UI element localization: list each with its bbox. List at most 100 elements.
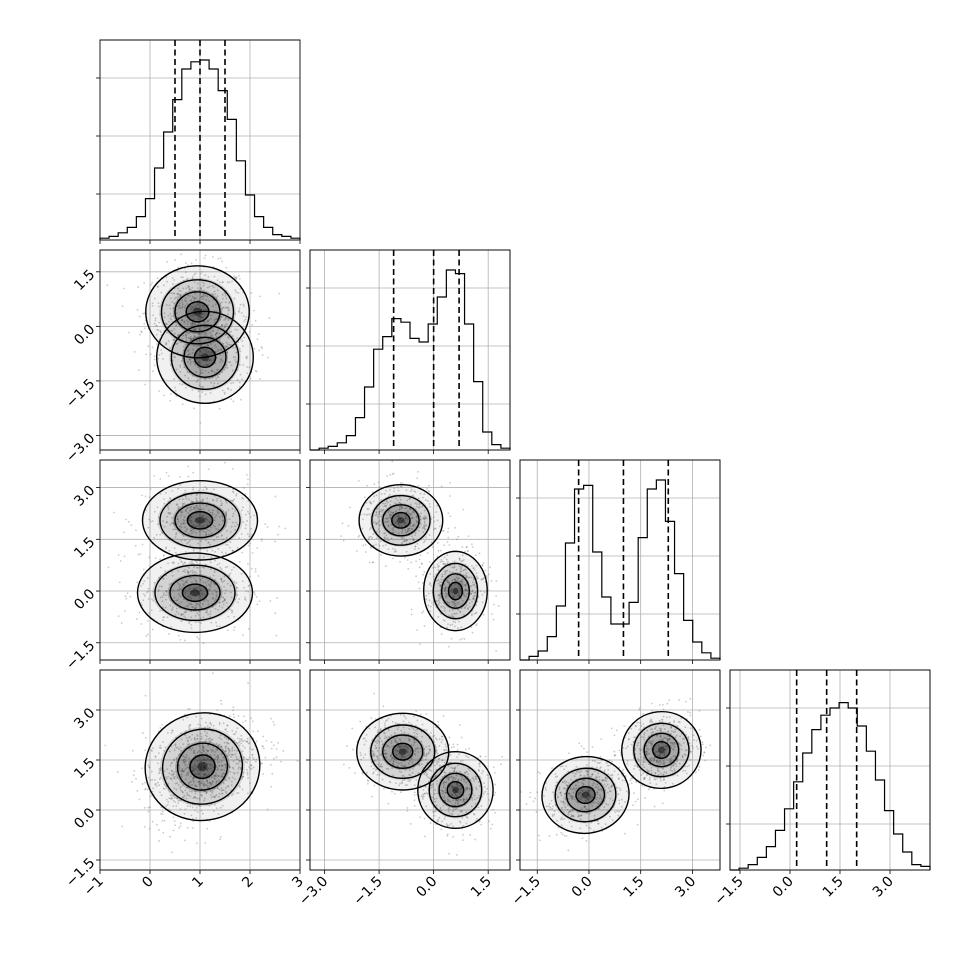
scatter-point <box>172 339 175 341</box>
scatter-point <box>193 335 196 338</box>
scatter-point <box>230 609 233 612</box>
scatter-point <box>190 506 193 508</box>
scatter-point <box>397 726 400 728</box>
scatter-point <box>188 358 191 361</box>
scatter-point <box>209 759 212 762</box>
scatter-point <box>413 799 416 802</box>
x-tick-label: 1.5 <box>620 874 647 901</box>
scatter-point <box>168 512 170 515</box>
scatter-point <box>195 297 198 300</box>
scatter-point <box>165 304 168 306</box>
scatter-point <box>376 513 378 516</box>
scatter-point <box>245 524 247 526</box>
scatter-point <box>370 502 373 505</box>
scatter-point <box>397 514 400 517</box>
scatter-point <box>618 799 621 802</box>
scatter-point <box>246 533 249 536</box>
scatter-point <box>437 579 440 581</box>
scatter-point <box>197 378 199 381</box>
scatter-point <box>394 739 397 742</box>
density-contour <box>160 279 235 345</box>
scatter-point <box>274 612 277 615</box>
scatter-point <box>180 769 183 772</box>
scatter-point <box>142 582 144 585</box>
scatter-point <box>429 748 431 751</box>
scatter-point <box>167 340 170 342</box>
scatter-point <box>425 594 428 597</box>
scatter-point <box>471 546 474 548</box>
scatter-point <box>187 763 190 766</box>
scatter-point <box>209 511 212 514</box>
scatter-point <box>184 768 187 770</box>
scatter-point <box>194 754 197 757</box>
scatter-point <box>495 580 498 583</box>
scatter-point <box>266 526 269 528</box>
scatter-point <box>190 262 193 265</box>
density-contour <box>432 562 479 620</box>
scatter-point <box>220 577 223 580</box>
scatter-point <box>232 706 235 709</box>
scatter-point <box>270 747 273 750</box>
scatter-point <box>211 347 214 349</box>
scatter-point <box>473 592 476 594</box>
scatter-point <box>436 783 438 785</box>
scatter-point <box>225 511 228 514</box>
scatter-point <box>196 561 198 564</box>
scatter-point <box>190 598 193 600</box>
scatter-point <box>416 505 418 508</box>
scatter-point <box>193 506 196 509</box>
scatter-point <box>238 740 241 743</box>
scatter-point <box>238 784 241 787</box>
scatter-point <box>419 554 422 557</box>
scatter-point <box>406 810 409 812</box>
scatter-panel-border <box>99 249 301 451</box>
scatter-point <box>207 350 210 353</box>
scatter-point <box>356 550 358 552</box>
scatter-point <box>207 319 210 322</box>
scatter-point <box>551 807 554 810</box>
scatter-point <box>197 299 200 302</box>
scatter-point <box>211 334 214 337</box>
scatter-point <box>394 758 397 761</box>
scatter-point <box>180 360 183 362</box>
x-tick-label: −1.5 <box>351 874 386 909</box>
scatter-point <box>175 805 178 807</box>
scatter-point <box>205 759 208 762</box>
scatter-point <box>466 787 469 790</box>
scatter-point <box>598 788 601 791</box>
scatter-point <box>190 508 193 511</box>
scatter-point <box>460 809 463 812</box>
scatter-point <box>211 369 214 372</box>
scatter-point <box>430 732 432 734</box>
scatter-point <box>194 323 197 325</box>
scatter-point <box>188 498 190 501</box>
scatter-point <box>175 324 178 327</box>
scatter-point <box>165 323 168 325</box>
scatter-point <box>392 526 395 529</box>
scatter-point <box>486 787 488 790</box>
scatter-point <box>177 334 179 337</box>
scatter-point <box>430 769 433 772</box>
scatter-point <box>210 314 212 317</box>
scatter-point <box>472 578 475 581</box>
scatter-point <box>408 728 411 730</box>
scatter-point <box>158 577 160 579</box>
scatter-point <box>212 524 215 527</box>
scatter-point <box>207 589 210 592</box>
scatter-point <box>401 528 404 531</box>
scatter-point <box>436 780 439 783</box>
scatter-point <box>188 567 190 569</box>
scatter-point <box>424 517 426 520</box>
scatter-point <box>200 296 202 299</box>
scatter-point <box>252 748 254 751</box>
scatter-point <box>192 752 195 754</box>
scatter-point <box>199 272 202 275</box>
scatter-point <box>191 769 194 772</box>
scatter-point <box>147 345 150 348</box>
x-tick-label: 1.5 <box>468 874 495 901</box>
scatter-point <box>180 789 183 792</box>
scatter-point <box>403 760 406 763</box>
scatter-point <box>239 738 241 740</box>
scatter-point <box>186 605 188 608</box>
scatter-point <box>467 773 469 776</box>
